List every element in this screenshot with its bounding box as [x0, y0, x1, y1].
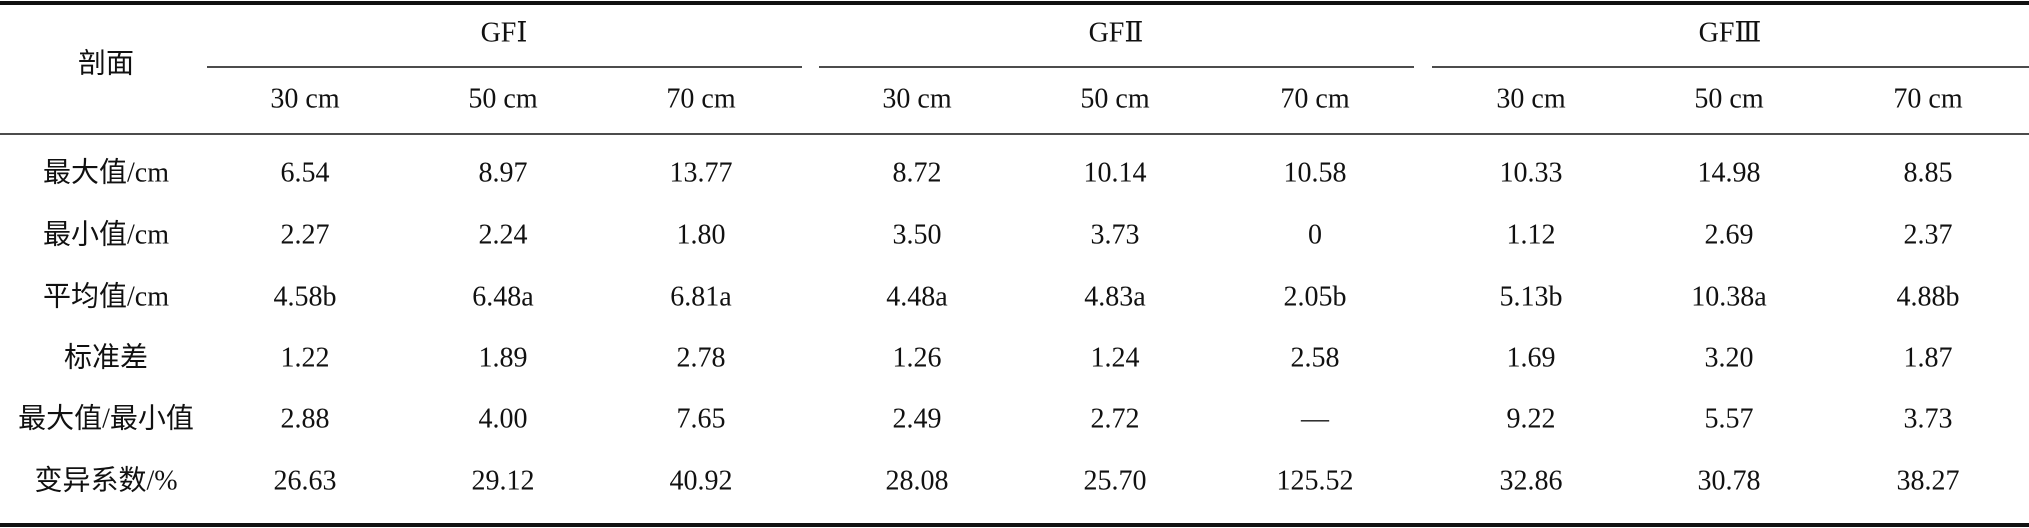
- row-label: 最小值/cm: [43, 218, 169, 250]
- cell: 2.24: [479, 219, 528, 250]
- cell: 28.08: [886, 465, 949, 496]
- cell: 8.85: [1904, 157, 1953, 188]
- cell: 9.22: [1507, 403, 1556, 434]
- cell: 40.92: [670, 465, 733, 496]
- row-label: 变异系数/%: [34, 464, 177, 496]
- column-header: 70 cm: [1280, 83, 1349, 114]
- cell: 2.78: [677, 342, 726, 373]
- column-header: 30 cm: [1496, 83, 1565, 114]
- group-header: GFⅠ: [481, 17, 528, 48]
- cell: 4.83a: [1084, 281, 1146, 312]
- cell: 4.00: [479, 403, 528, 434]
- column-header: 50 cm: [468, 83, 537, 114]
- cell: 4.88b: [1897, 281, 1960, 312]
- cell: 3.20: [1705, 342, 1754, 373]
- cell: 1.80: [677, 219, 726, 250]
- cell: 3.73: [1091, 219, 1140, 250]
- cell: 6.48a: [472, 281, 534, 312]
- cell: 2.37: [1904, 219, 1953, 250]
- column-header: 50 cm: [1694, 83, 1763, 114]
- corner-header: 剖面: [78, 47, 134, 79]
- cell: —: [1300, 403, 1330, 434]
- column-header: 70 cm: [1893, 83, 1962, 114]
- column-header: 50 cm: [1080, 83, 1149, 114]
- cell: 4.58b: [274, 281, 337, 312]
- cell: 14.98: [1698, 157, 1761, 188]
- column-header: 30 cm: [270, 83, 339, 114]
- cell: 3.73: [1904, 403, 1953, 434]
- cell: 7.65: [677, 403, 726, 434]
- group-header: GFⅢ: [1699, 17, 1762, 48]
- cell: 10.14: [1084, 157, 1147, 188]
- cell: 2.58: [1291, 342, 1340, 373]
- row-label: 最大值/最小值: [18, 402, 194, 434]
- cell: 30.78: [1698, 465, 1761, 496]
- row-label: 标准差: [64, 341, 148, 373]
- cell: 25.70: [1084, 465, 1147, 496]
- cell: 6.81a: [670, 281, 732, 312]
- cell: 3.50: [893, 219, 942, 250]
- cell: 2.05b: [1284, 281, 1347, 312]
- column-header: 30 cm: [882, 83, 951, 114]
- cell: 5.57: [1705, 403, 1754, 434]
- cell: 13.77: [670, 157, 733, 188]
- cell: 10.38a: [1691, 281, 1767, 312]
- cell: 38.27: [1897, 465, 1960, 496]
- cell: 29.12: [472, 465, 535, 496]
- cell: 1.26: [893, 342, 942, 373]
- cell: 2.27: [281, 219, 330, 250]
- cell: 125.52: [1277, 465, 1354, 496]
- cell: 10.33: [1500, 157, 1563, 188]
- column-header: 70 cm: [666, 83, 735, 114]
- row-label: 平均值/cm: [43, 280, 169, 312]
- cell: 4.48a: [886, 281, 948, 312]
- cell: 2.72: [1091, 403, 1140, 434]
- group-header: GFⅡ: [1089, 17, 1144, 48]
- cell: 1.89: [479, 342, 528, 373]
- cell: 2.88: [281, 403, 330, 434]
- row-label: 最大值/cm: [43, 156, 169, 188]
- cell: 1.69: [1507, 342, 1556, 373]
- cell: 32.86: [1500, 465, 1563, 496]
- cell: 1.22: [281, 342, 330, 373]
- cell: 1.24: [1091, 342, 1140, 373]
- cell: 8.97: [479, 157, 528, 188]
- cell: 0: [1308, 219, 1322, 250]
- cell: 1.87: [1904, 342, 1953, 373]
- cell: 2.49: [893, 403, 942, 434]
- cell: 1.12: [1507, 219, 1556, 250]
- cell: 6.54: [281, 157, 330, 188]
- cell: 2.69: [1705, 219, 1754, 250]
- cell: 26.63: [274, 465, 337, 496]
- cell: 5.13b: [1500, 281, 1563, 312]
- cell: 8.72: [893, 157, 942, 188]
- cell: 10.58: [1284, 157, 1347, 188]
